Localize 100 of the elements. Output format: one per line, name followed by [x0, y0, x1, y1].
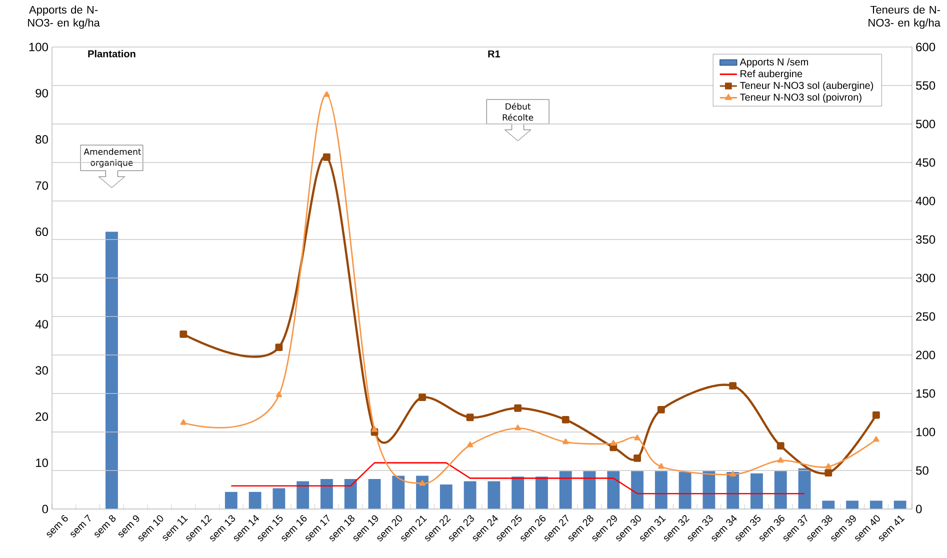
point	[562, 416, 570, 424]
bar	[416, 476, 428, 510]
x-tick-label: sem 37	[783, 514, 808, 542]
point	[824, 469, 832, 477]
point	[466, 442, 474, 448]
y2-tick-label: 150	[916, 389, 936, 398]
point	[776, 442, 784, 450]
legend-label: Teneur N-NO3 sol (poivron)	[740, 93, 862, 103]
bar	[248, 492, 262, 510]
legend-label: Teneur N-NO3 sol (aubergine)	[740, 82, 874, 91]
point	[634, 454, 641, 462]
bar	[368, 478, 381, 510]
x-tick-label: sem 9	[118, 515, 140, 538]
x-tick-label: sem 13	[210, 515, 236, 542]
y-tick-label: 50	[36, 274, 48, 282]
y-tick-label: 70	[36, 181, 48, 190]
point	[729, 382, 737, 390]
y2-tick-label: 500	[916, 120, 936, 128]
point	[634, 434, 640, 440]
x-tick-label: sem 25	[496, 514, 522, 542]
x-tick-label: sem 27	[544, 514, 569, 542]
point	[873, 436, 880, 442]
x-tick-label: sem 15	[258, 514, 283, 542]
x-tick-label: sem 17	[306, 514, 330, 542]
bar	[392, 476, 405, 510]
point	[419, 480, 426, 486]
bar	[344, 478, 357, 510]
bar	[536, 476, 548, 510]
point	[562, 438, 569, 444]
x-tick-label: sem 35	[736, 514, 761, 542]
bar	[702, 471, 716, 510]
bar	[870, 500, 882, 510]
point	[180, 330, 188, 338]
x-tick-label: sem 39	[831, 515, 856, 542]
y-tick-label: 100	[29, 42, 48, 52]
x-tick-label: sem 40	[855, 515, 880, 542]
point	[514, 424, 521, 430]
bar	[440, 484, 452, 510]
y2-tick-label: 0	[916, 504, 922, 514]
y-axis-title: Apports de N-NO3- en kg/ha	[28, 6, 100, 29]
y-tick-label: 0	[42, 504, 48, 514]
y2-tick-label: 250	[916, 312, 936, 321]
bar	[296, 481, 310, 510]
point	[777, 456, 784, 463]
y2-tick-label: 450	[916, 158, 936, 167]
point	[418, 394, 426, 402]
bar	[559, 471, 572, 510]
point	[872, 411, 880, 419]
bar	[631, 471, 644, 510]
point	[276, 392, 282, 398]
point	[730, 470, 736, 476]
point	[657, 406, 665, 414]
bar	[798, 468, 811, 510]
point	[514, 404, 522, 412]
bar	[654, 471, 668, 510]
x-tick-label: sem 26	[520, 515, 546, 542]
y-tick-label: 40	[35, 320, 48, 328]
x-tick-label: sem 34	[712, 514, 737, 542]
x-tick-label: sem 41	[878, 516, 905, 542]
y2-tick-label: 100	[916, 428, 936, 436]
x-tick-label: sem 20	[377, 515, 402, 542]
annotation: Amendement organique	[84, 148, 142, 168]
bar	[464, 481, 476, 510]
bar	[488, 481, 500, 510]
x-tick-label: sem 10	[138, 515, 164, 542]
y-tick-label: 30	[36, 366, 48, 375]
x-tick-label: sem 7	[70, 514, 91, 538]
point	[323, 153, 330, 161]
bar	[750, 473, 763, 510]
point	[466, 414, 474, 422]
annotation: R1	[488, 50, 500, 58]
point	[324, 91, 330, 97]
y-tick-label: 80	[36, 135, 48, 144]
x-tick-label: sem 36	[760, 515, 784, 542]
bar	[774, 471, 787, 510]
bar	[272, 488, 286, 510]
x-tick-label: sem 18	[330, 515, 355, 542]
y-tick-label: 10	[36, 458, 48, 468]
y2-tick-label: 350	[916, 235, 936, 244]
x-tick-label: sem 19	[353, 515, 378, 542]
bar	[894, 500, 906, 510]
x-tick-label: sem 24	[472, 514, 498, 542]
y2-tick-label: 400	[916, 196, 936, 206]
y-tick-label: 20	[36, 412, 48, 421]
point	[610, 440, 617, 446]
y2-tick-label: 50	[916, 466, 928, 475]
x-tick-label: sem 28	[568, 515, 594, 542]
bar	[106, 232, 118, 510]
bar	[822, 500, 835, 510]
y2-axis-title: Teneurs de N-NO3- en kg/ha	[868, 6, 940, 29]
point	[371, 426, 378, 432]
bar	[512, 476, 524, 510]
bar	[583, 471, 596, 510]
x-tick-label: sem 29	[592, 515, 617, 542]
x-tick-label: sem 38	[807, 515, 832, 542]
bar	[607, 471, 620, 510]
y-tick-label: 60	[36, 228, 48, 236]
bar	[678, 472, 692, 510]
y2-tick-label: 300	[916, 274, 936, 282]
x-tick-label: sem 6	[46, 515, 68, 538]
